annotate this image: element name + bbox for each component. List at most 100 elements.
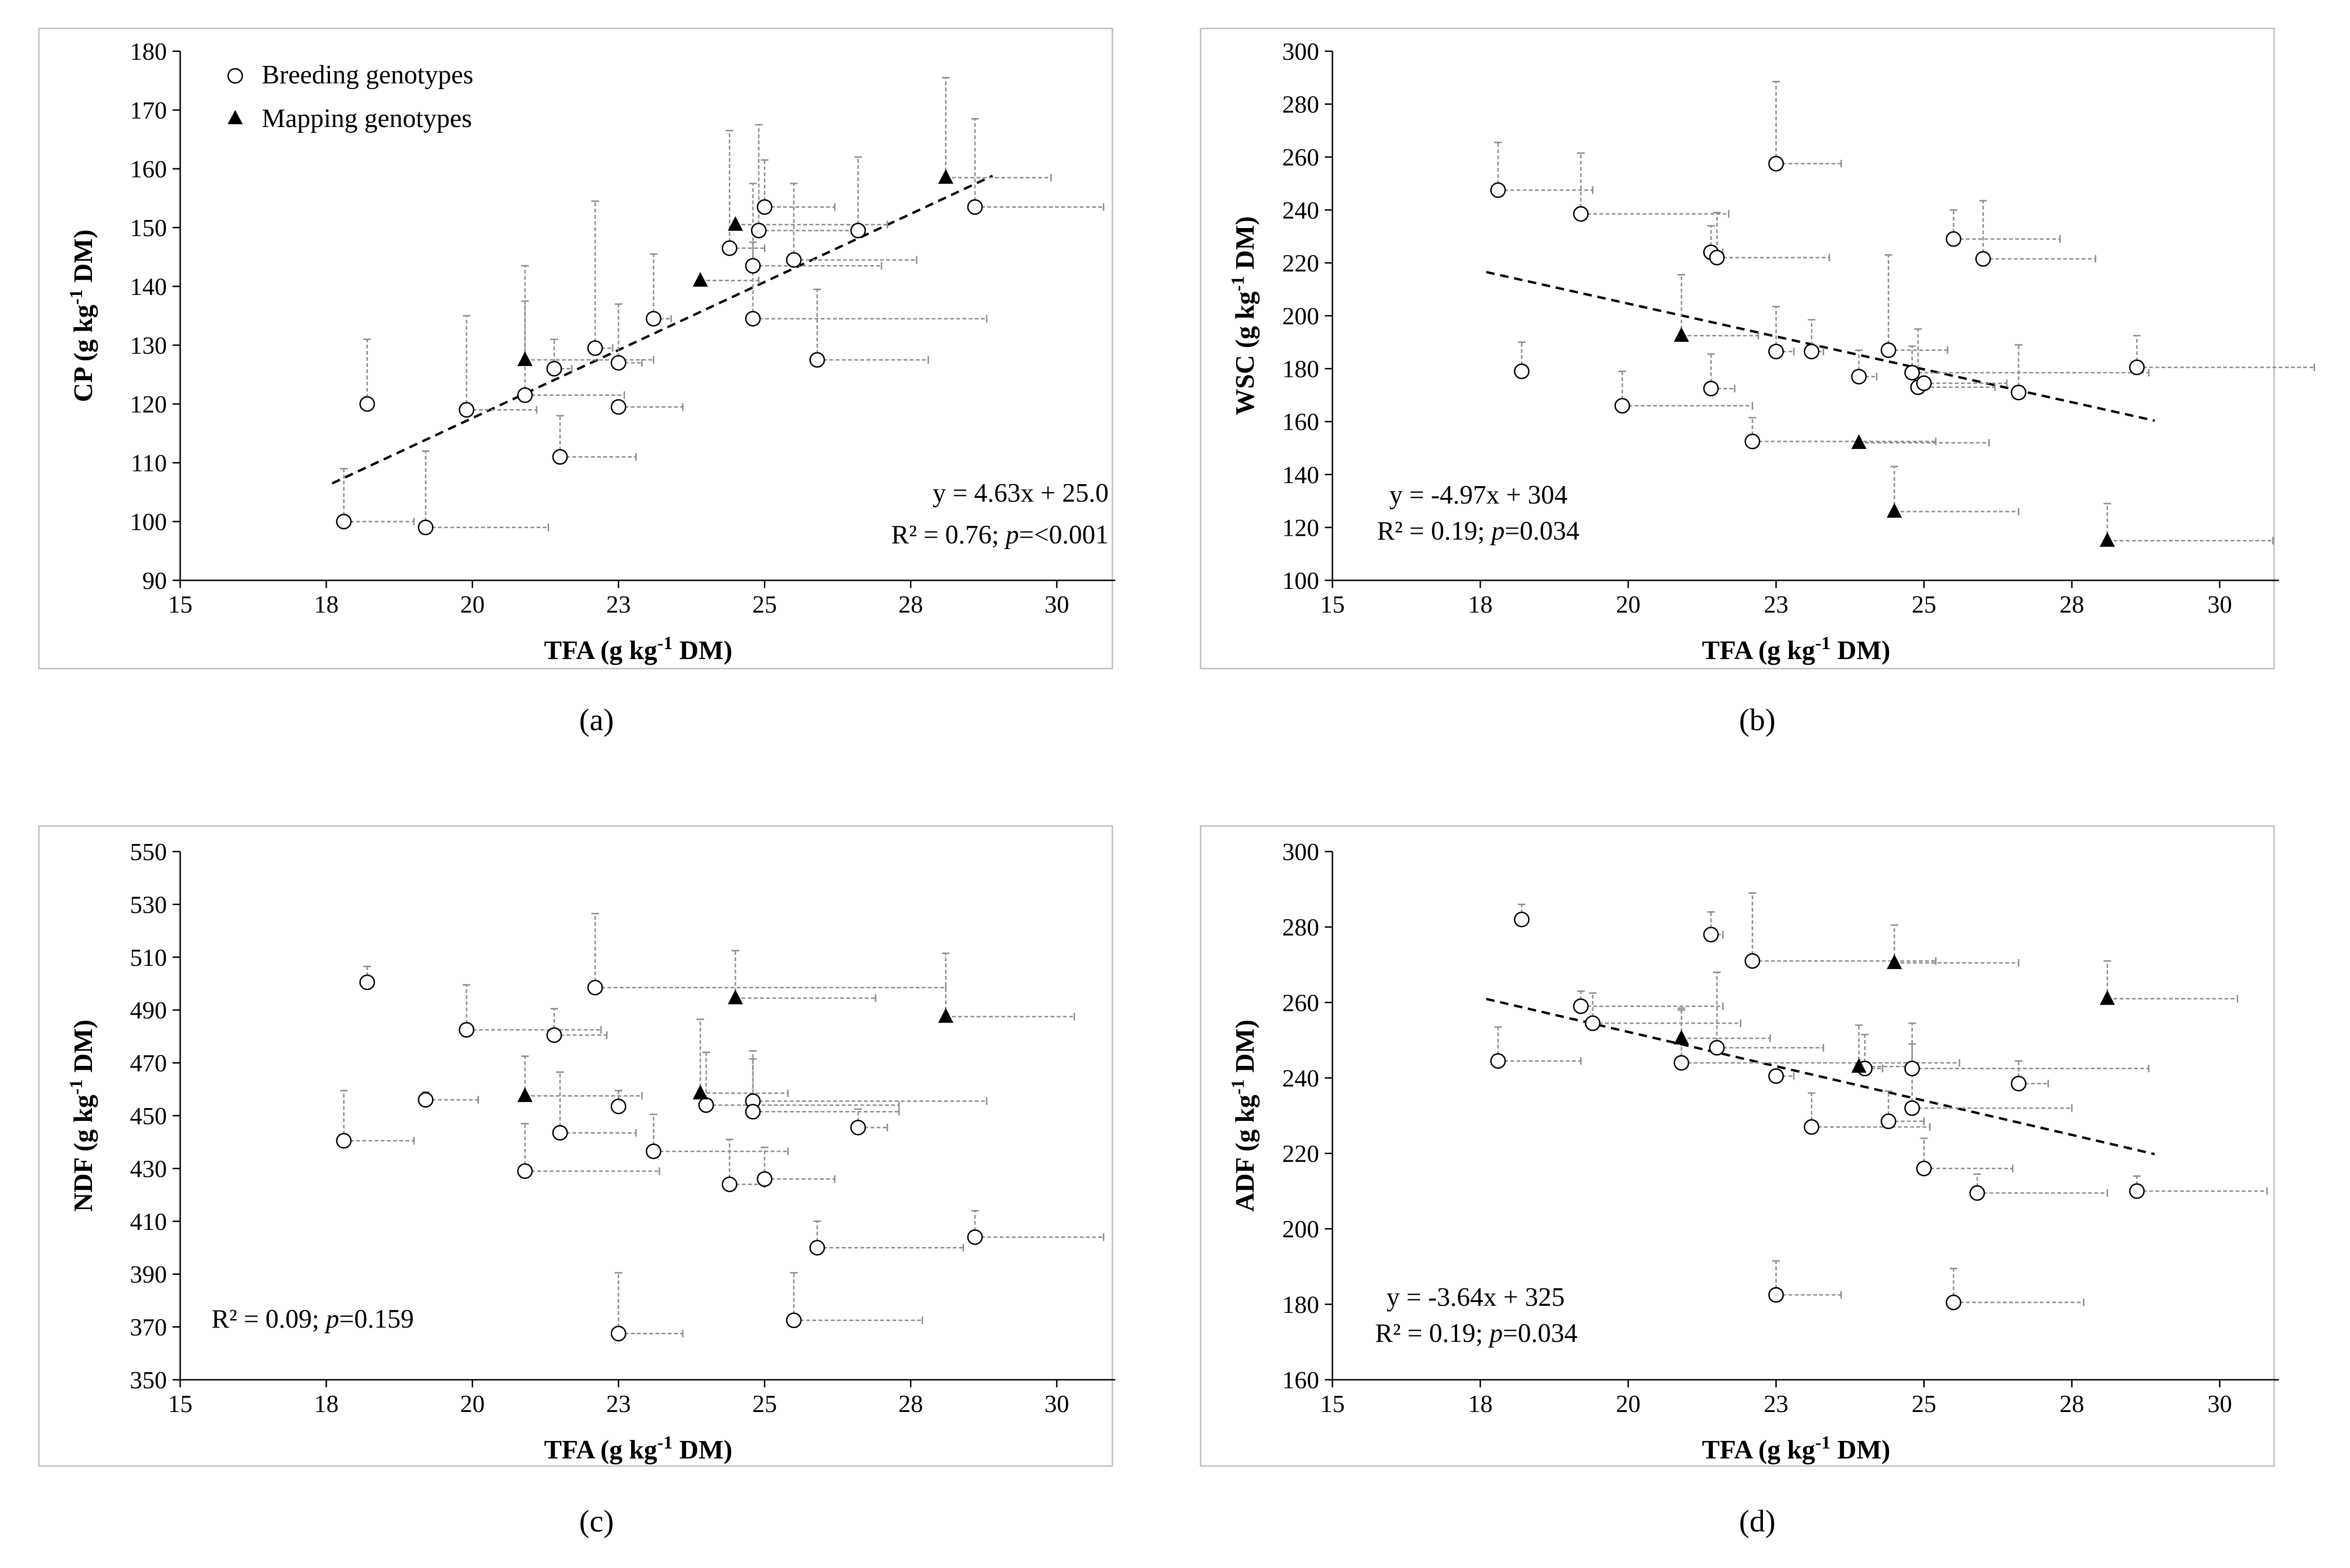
point-mapping	[517, 1087, 533, 1102]
point-mapping	[1674, 327, 1689, 342]
point-breeding	[1514, 911, 1530, 927]
x-axis-title: TFA (g kg-1 DM)	[1702, 1432, 1890, 1465]
point-breeding	[786, 1312, 802, 1329]
point-breeding	[1881, 342, 1897, 358]
point-breeding	[722, 1176, 738, 1192]
annotation: R² = 0.19; p=0.034	[1375, 1319, 1578, 1348]
point-breeding	[610, 1099, 626, 1115]
point-breeding	[698, 1097, 714, 1113]
chart-panel-b: 100 120 140 160 180 200 220 240 260 280 300 15 18 20 2…	[1200, 28, 2315, 737]
legend-breeding-label: Breeding genotypes	[262, 60, 473, 90]
point-breeding	[1703, 926, 1719, 943]
y-tick-label: 240	[1282, 1065, 1319, 1092]
point-breeding	[552, 449, 568, 465]
x-tick-label: 20	[460, 1391, 485, 1418]
x-tick-label: 23	[606, 591, 631, 618]
y-tick-label: 490	[130, 997, 167, 1024]
y-tick-label: 120	[130, 391, 167, 418]
point-breeding	[517, 1163, 533, 1179]
point-breeding	[587, 340, 603, 356]
y-tick-label: 370	[130, 1314, 167, 1341]
x-tick-label: 18	[314, 591, 339, 618]
point-breeding	[546, 1027, 562, 1043]
point-breeding	[967, 1229, 983, 1245]
point-breeding	[1946, 231, 1962, 247]
y-tick-label: 140	[1282, 462, 1319, 489]
x-tick-label: 15	[1320, 591, 1345, 618]
point-breeding	[1614, 398, 1630, 414]
y-tick-label: 90	[142, 568, 167, 595]
point-breeding	[645, 1143, 661, 1159]
point-mapping	[727, 990, 743, 1005]
legend: Breeding genotypes Mapping genotypes	[227, 60, 473, 133]
point-breeding	[610, 355, 626, 371]
legend-breeding-marker	[227, 68, 243, 84]
x-tick-label: 18	[1468, 591, 1493, 618]
point-breeding	[1904, 1100, 1920, 1116]
x-tick-label: 28	[2059, 1391, 2084, 1418]
point-breeding	[359, 396, 375, 412]
point-breeding	[1969, 1185, 1985, 1201]
point-breeding	[1585, 1015, 1601, 1031]
y-tick-label: 160	[1282, 1367, 1319, 1394]
x-tick-label: 23	[1764, 1391, 1789, 1418]
point-breeding	[2010, 1075, 2027, 1091]
point-breeding	[645, 311, 661, 327]
point-mapping	[938, 1008, 954, 1023]
y-tick-label: 550	[130, 839, 167, 866]
point-breeding	[2129, 1183, 2145, 1199]
panel-label: (b)	[1739, 703, 1776, 737]
point-breeding	[1744, 953, 1761, 969]
point-breeding	[1803, 1119, 1819, 1135]
annotation: R² = 0.09; p=0.159	[211, 1304, 414, 1334]
point-breeding	[587, 980, 603, 996]
y-tick-label: 120	[1282, 514, 1319, 541]
point-breeding	[1803, 343, 1819, 359]
point-mapping	[692, 272, 708, 287]
y-tick-label: 220	[1282, 250, 1319, 277]
point-breeding	[745, 258, 761, 274]
y-tick-label: 200	[1282, 1216, 1319, 1243]
point-mapping	[1851, 1058, 1867, 1073]
point-breeding	[850, 222, 866, 238]
x-tick-label: 23	[1764, 591, 1789, 618]
chart-panel-d: 160 180 200 220 240 260 280 300 15 18 20 23 25 28 30 TF…	[1200, 825, 2279, 1539]
y-axis-title: ADF (g kg-1 DM)	[1228, 1019, 1260, 1211]
x-tick-label: 28	[2059, 591, 2084, 618]
point-breeding	[517, 387, 533, 403]
point-breeding	[1490, 1053, 1506, 1069]
x-tick-label: 15	[168, 591, 193, 618]
point-mapping	[938, 169, 954, 184]
panel-label: (d)	[1739, 1504, 1776, 1539]
x-tick-label: 28	[899, 591, 923, 618]
point-breeding	[809, 352, 825, 368]
annotation: y = -4.97x + 304	[1389, 480, 1568, 510]
point-breeding	[1490, 182, 1506, 198]
y-tick-label: 180	[1282, 356, 1319, 383]
y-tick-label: 240	[1282, 197, 1319, 224]
x-tick-label: 18	[1468, 1391, 1493, 1418]
annotation: R² = 0.76; p=<0.001	[891, 520, 1109, 550]
legend-mapping-marker	[228, 110, 243, 124]
point-breeding	[745, 1104, 761, 1120]
x-tick-label: 30	[1045, 591, 1069, 618]
point-breeding	[751, 222, 767, 238]
point-breeding	[546, 361, 562, 377]
y-tick-label: 390	[130, 1261, 167, 1288]
annotation: y = -3.64x + 325	[1386, 1283, 1565, 1312]
point-breeding	[336, 513, 352, 530]
point-breeding	[359, 974, 375, 990]
y-tick-label: 200	[1282, 303, 1319, 330]
point-mapping	[1887, 954, 1902, 969]
trendline	[331, 174, 993, 485]
y-tick-label: 300	[1282, 38, 1319, 65]
x-axis-title: TFA (g kg-1 DM)	[544, 633, 732, 666]
legend-mapping-label: Mapping genotypes	[262, 104, 472, 133]
point-breeding	[2129, 359, 2145, 376]
x-tick-label: 20	[1616, 591, 1641, 618]
point-mapping	[2100, 532, 2115, 547]
point-breeding	[1904, 365, 1920, 381]
y-tick-label: 110	[131, 450, 167, 477]
y-tick-label: 150	[130, 215, 167, 242]
point-breeding	[850, 1119, 866, 1136]
